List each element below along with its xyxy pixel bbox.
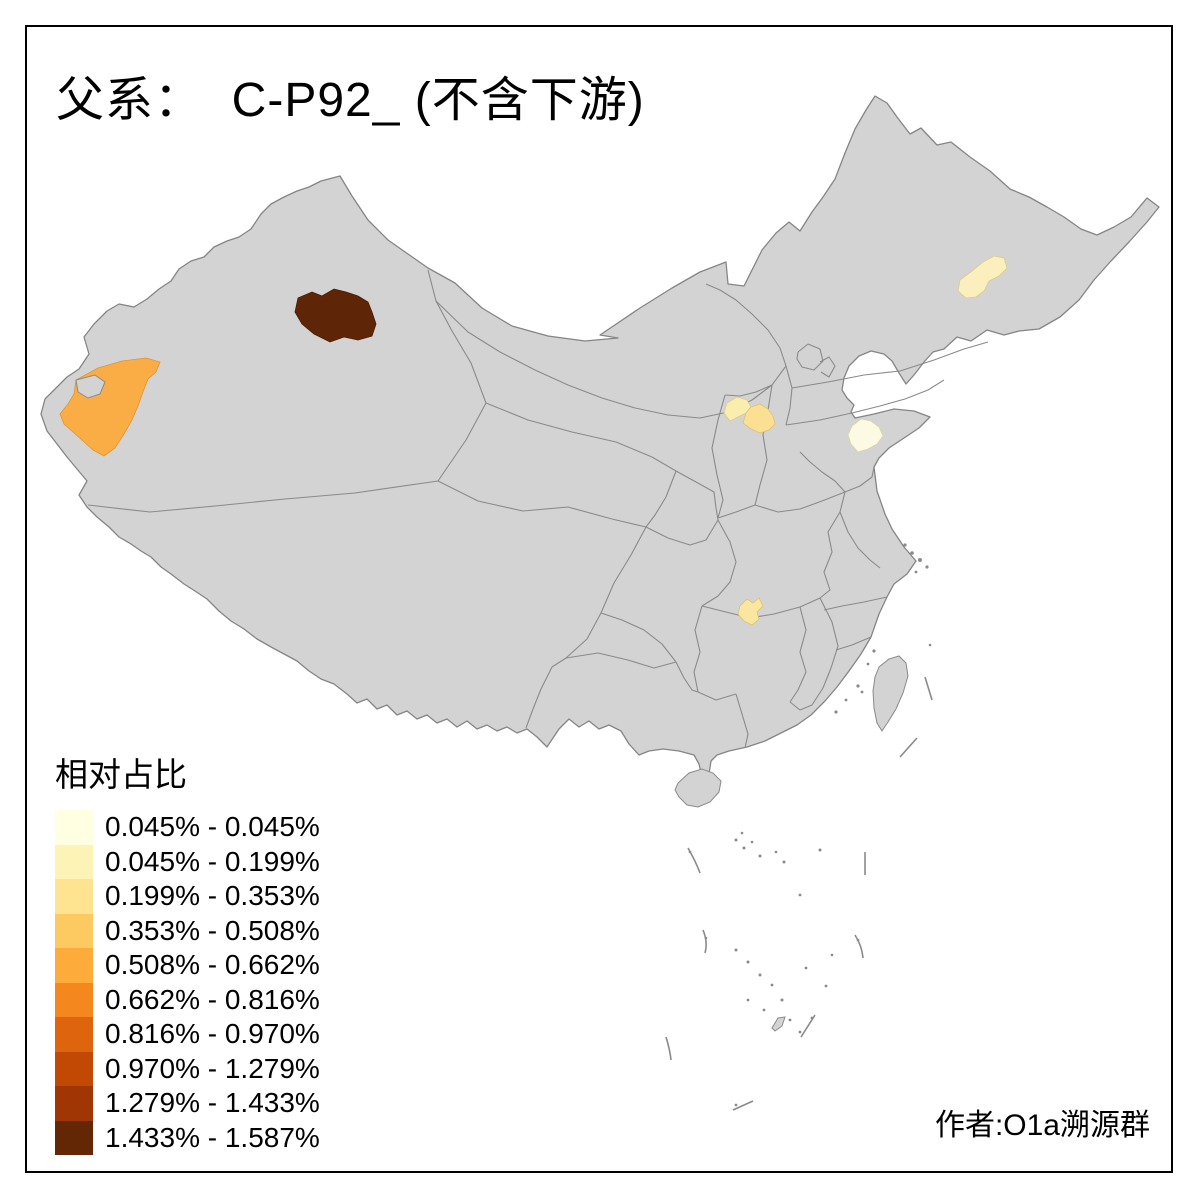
legend-label-9: 1.279% - 1.433% xyxy=(105,1087,320,1119)
legend-row: 0.662% - 0.816% xyxy=(55,982,320,1017)
legend-swatch-2 xyxy=(55,844,93,879)
mainland-outline xyxy=(40,95,1160,778)
legend-swatch-8 xyxy=(55,1051,93,1086)
legend-row: 0.199% - 0.353% xyxy=(55,879,320,914)
legend-label-8: 0.970% - 1.279% xyxy=(105,1052,320,1084)
legend-swatch-6 xyxy=(55,982,93,1017)
legend-swatch-1 xyxy=(55,810,93,845)
legend-label-7: 0.816% - 0.970% xyxy=(105,1018,320,1050)
reef-arcs xyxy=(665,676,933,1111)
legend-swatch-5 xyxy=(55,948,93,983)
legend-row: 1.433% - 1.587% xyxy=(55,1120,320,1155)
spratly-islet xyxy=(771,1016,786,1032)
legend-label-4: 0.353% - 0.508% xyxy=(105,914,320,946)
legend-row: 0.970% - 1.279% xyxy=(55,1051,320,1086)
legend-row: 0.045% - 0.045% xyxy=(55,810,320,845)
legend-label-1: 0.045% - 0.045% xyxy=(105,811,320,843)
islands xyxy=(665,543,933,1111)
legend-swatch-7 xyxy=(55,1017,93,1052)
region-harbin xyxy=(957,255,1008,299)
highlighted-regions xyxy=(59,255,1008,626)
legend-row: 0.508% - 0.662% xyxy=(55,948,320,983)
region-shanxi-east xyxy=(742,403,776,434)
legend-row: 0.045% - 0.199% xyxy=(55,844,320,879)
legend-label-2: 0.045% - 0.199% xyxy=(105,845,320,877)
hainan-island xyxy=(674,768,722,808)
legend-label-5: 0.508% - 0.662% xyxy=(105,949,320,981)
legend-row: 0.353% - 0.508% xyxy=(55,913,320,948)
author-credit: 作者:O1a溯源群 xyxy=(934,1109,1150,1142)
legend-label-10: 1.433% - 1.587% xyxy=(105,1121,320,1153)
legend-row: 0.816% - 0.970% xyxy=(55,1017,320,1052)
region-central-shandong xyxy=(847,418,884,453)
region-west-xinjiang-enclave xyxy=(75,374,106,399)
region-west-hunan xyxy=(737,597,764,626)
legend-swatch-9 xyxy=(55,1086,93,1121)
legend: 相对占比 0.045% - 0.045% 0.045% - 0.199% 0.1… xyxy=(55,748,320,1155)
legend-swatch-4 xyxy=(55,913,93,948)
taiwan-island xyxy=(872,655,909,732)
map-title: 父系： C-P92_ (不含下游) xyxy=(56,74,645,127)
legend-swatch-10 xyxy=(55,1120,93,1155)
legend-title: 相对占比 xyxy=(55,756,187,793)
legend-label-6: 0.662% - 0.816% xyxy=(105,983,320,1015)
legend-label-3: 0.199% - 0.353% xyxy=(105,880,320,912)
legend-row: 1.279% - 1.433% xyxy=(55,1086,320,1121)
region-north-xinjiang xyxy=(294,288,377,343)
legend-swatch-3 xyxy=(55,879,93,914)
